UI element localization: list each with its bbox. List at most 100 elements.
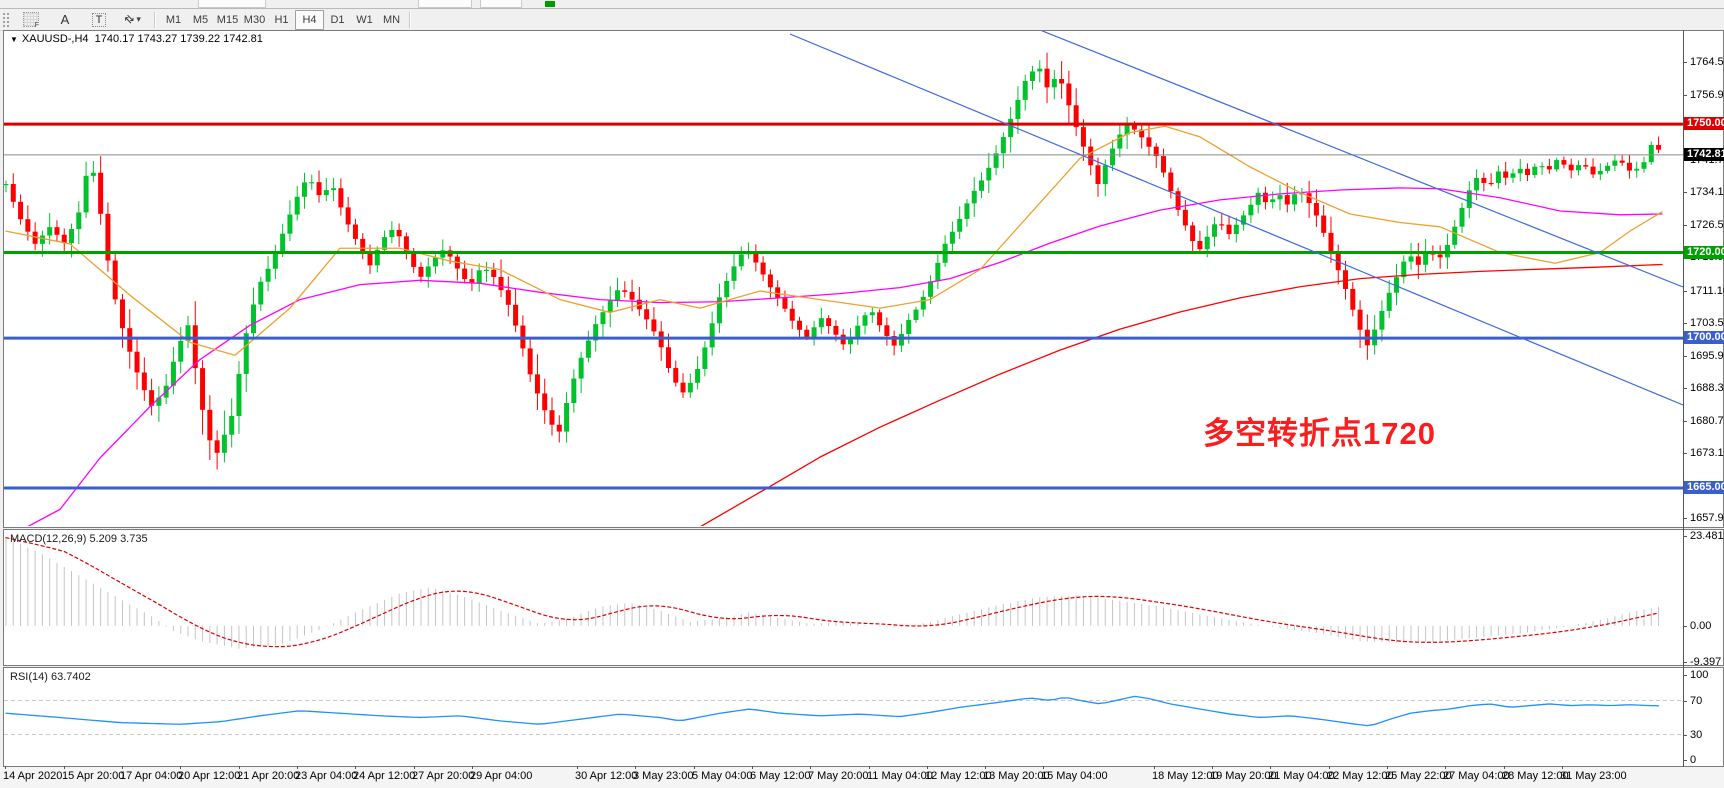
- text-tool-button[interactable]: T: [82, 10, 116, 30]
- price-tick-mark: [1683, 518, 1687, 520]
- price-level-badge: 1742.81: [1684, 147, 1724, 161]
- time-tick-mark: [414, 766, 415, 769]
- time-tick-mark: [694, 766, 695, 769]
- toolbar-separator: [154, 11, 156, 28]
- time-tick-mark: [5, 766, 6, 769]
- timeframe-bar: M1 M5 M15 M30 H1 H4 D1 W1 MN: [160, 9, 405, 30]
- time-tick-mark: [472, 766, 473, 769]
- time-tick-label: 27 Apr 20:00: [412, 770, 475, 782]
- timeframe-button-m30[interactable]: M30: [243, 13, 266, 26]
- chart-annotation-text: 多空转折点1720: [1203, 416, 1436, 451]
- draw-tool-button[interactable]: ⇅ ▾: [116, 10, 150, 30]
- letter-t-icon: T: [91, 12, 107, 27]
- rsi-tick-label: 30: [1690, 728, 1703, 741]
- toolbar-grip[interactable]: [2, 11, 11, 28]
- timeframe-button-m5[interactable]: M5: [192, 13, 209, 26]
- time-tick-label: 15 May 04:00: [1041, 770, 1108, 782]
- price-tick-mark: [1683, 94, 1687, 96]
- letter-a-icon: A: [60, 12, 70, 27]
- timeframe-button-mn[interactable]: MN: [382, 13, 401, 26]
- time-tick-label: 22 May 12:00: [1327, 770, 1394, 782]
- price-level-badge: 1750.00: [1684, 117, 1724, 131]
- timeframe-button-h1[interactable]: H1: [274, 13, 289, 26]
- rsi-panel[interactable]: [3, 667, 1724, 767]
- time-tick-mark: [752, 766, 753, 769]
- time-tick-mark: [635, 766, 636, 769]
- price-tick-mark: [1683, 192, 1687, 194]
- time-tick-label: 23 Apr 04:00: [295, 770, 358, 782]
- time-tick-mark: [1387, 766, 1388, 769]
- price-tick-label: 1688.30: [1690, 382, 1724, 395]
- price-tick-label: 1703.50: [1690, 317, 1724, 330]
- timeframe-button-m1[interactable]: M1: [165, 13, 182, 26]
- rsi-value: 63.7402: [50, 671, 91, 683]
- timeframe-button-h4[interactable]: H4: [295, 9, 324, 30]
- timeframe-button-m15[interactable]: M15: [216, 13, 239, 26]
- symbol-ohlc-label[interactable]: ▼ XAUUSD-,H4 1740.17 1743.27 1739.22 1742…: [10, 33, 263, 45]
- time-tick-mark: [1504, 766, 1505, 769]
- price-tick-mark: [1683, 355, 1687, 357]
- grid-tool-button[interactable]: F: [14, 10, 48, 30]
- time-tick-mark: [985, 766, 986, 769]
- toolbar-fragment: [418, 0, 472, 8]
- time-tick-label: 6 May 12:00: [750, 770, 811, 782]
- time-tick-label: 28 May 12:00: [1502, 770, 1569, 782]
- time-tick-mark: [64, 766, 65, 769]
- time-tick-label: 7 May 20:00: [808, 770, 869, 782]
- time-tick-label: 18 May 12:00: [1152, 770, 1219, 782]
- label-tool-button[interactable]: A: [48, 10, 82, 30]
- time-tick-label: 27 May 04:00: [1443, 770, 1510, 782]
- rsi-tick-mark: [1683, 734, 1687, 736]
- macd-tick-label: -9.397: [1690, 655, 1722, 668]
- price-tick-mark: [1683, 323, 1687, 325]
- macd-label: MACD(12,26,9) 5.209 3.735: [10, 533, 148, 545]
- price-tick-mark: [1683, 420, 1687, 422]
- macd-tick-label: 23.481: [1690, 529, 1724, 542]
- time-tick-mark: [1445, 766, 1446, 769]
- price-level-badge: 1700.00: [1684, 331, 1724, 345]
- time-tick-label: 20 Apr 12:00: [178, 770, 241, 782]
- price-tick-label: 1764.50: [1690, 56, 1724, 68]
- macd-values: 5.209 3.735: [89, 533, 148, 545]
- time-tick-mark: [180, 766, 181, 769]
- time-tick-label: 13 May 20:00: [983, 770, 1050, 782]
- time-tick-mark: [927, 766, 928, 769]
- price-level-badge: 1720.00: [1684, 245, 1724, 259]
- rsi-tick-label: 70: [1690, 694, 1703, 707]
- time-tick-label: 24 Apr 12:00: [353, 770, 416, 782]
- time-tick-mark: [1212, 766, 1213, 769]
- time-axis[interactable]: 14 Apr 2020 15 Apr 20:00 17 Apr 04:00 20 Ap…: [0, 766, 1724, 788]
- rsi-tick-label: 100: [1690, 669, 1709, 681]
- price-tick-mark: [1683, 290, 1687, 292]
- ohlc-values: 1740.17 1743.27 1739.22 1742.81: [94, 33, 263, 45]
- rsi-tick-mark: [1683, 675, 1687, 676]
- price-tick-label: 1726.50: [1690, 218, 1724, 231]
- dropdown-caret-icon: ▾: [136, 14, 141, 24]
- time-tick-label: 31 May 23:00: [1560, 770, 1627, 782]
- price-tick-label: 1673.10: [1690, 447, 1724, 460]
- time-tick-mark: [297, 766, 298, 769]
- price-tick-label: 1695.90: [1690, 349, 1724, 362]
- time-tick-label: 12 May 12:00: [925, 770, 992, 782]
- timeframe-button-d1[interactable]: D1: [330, 13, 345, 26]
- rsi-tick-mark: [1683, 700, 1687, 702]
- price-tick-label: 1680.70: [1690, 414, 1724, 427]
- rsi-label: RSI(14) 63.7402: [10, 671, 91, 683]
- time-tick-label: 21 Apr 20:00: [237, 770, 300, 782]
- time-tick-label: 19 May 20:00: [1210, 770, 1277, 782]
- macd-tick-mark: [1683, 625, 1687, 627]
- time-tick-mark: [1154, 766, 1155, 769]
- time-tick-mark: [122, 766, 123, 769]
- macd-panel[interactable]: [3, 529, 1724, 666]
- price-chart-panel[interactable]: [3, 30, 1724, 528]
- time-tick-mark: [355, 766, 356, 769]
- time-tick-mark: [1043, 766, 1044, 769]
- price-tick-label: 1734.10: [1690, 186, 1724, 199]
- time-tick-mark: [810, 766, 811, 769]
- macd-tick-label: 0.00: [1690, 619, 1712, 632]
- symbol-dropdown-icon[interactable]: ▼: [10, 35, 18, 44]
- timeframe-button-w1[interactable]: W1: [356, 13, 373, 26]
- time-tick-label: 5 May 04:00: [692, 770, 753, 782]
- time-tick-label: 30 Apr 12:00: [575, 770, 638, 782]
